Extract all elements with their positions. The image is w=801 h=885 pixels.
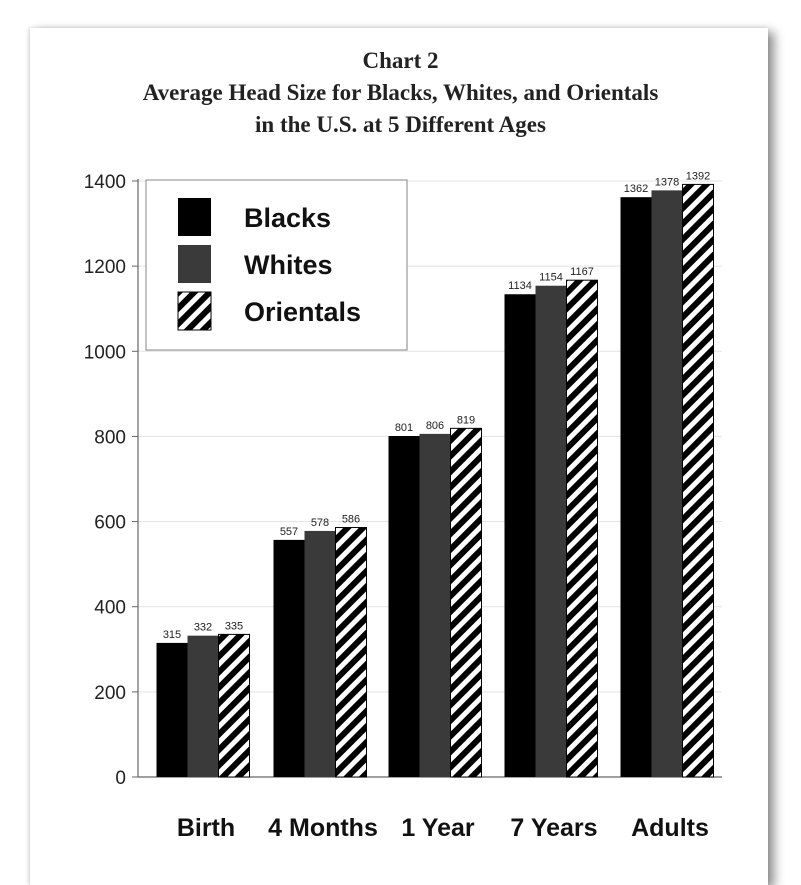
data-label: 1362 — [624, 183, 648, 195]
bar-blacks-1-year — [388, 436, 420, 777]
chart-title-line-1: Chart 2 — [362, 48, 439, 73]
bar-blacks-birth — [156, 642, 188, 777]
data-label: 1167 — [570, 266, 594, 278]
y-tick-label: 1000 — [84, 342, 126, 363]
y-tick-label: 1200 — [84, 257, 126, 278]
legend: Blacks Whites Orientals — [145, 179, 408, 351]
y-tick-label: 400 — [94, 598, 126, 619]
data-label: 806 — [426, 420, 444, 432]
x-tick-label: 7 Years — [510, 814, 597, 842]
data-label: 557 — [280, 526, 298, 538]
data-labels: 315 332 335 557 578 586 801 806 819 1134 1154 1167 1… — [163, 170, 710, 640]
legend-swatch-whites — [178, 245, 211, 283]
x-tick-label: Birth — [177, 814, 235, 842]
bar-whites-4-months — [304, 530, 336, 777]
x-tick-label: 1 Year — [401, 814, 475, 842]
data-label: 801 — [395, 422, 413, 434]
data-label: 1134 — [508, 280, 532, 292]
bar-whites-adults — [651, 190, 683, 777]
y-tick-label: 600 — [94, 513, 126, 534]
bar-blacks-7-years — [504, 294, 536, 777]
data-label: 586 — [342, 514, 360, 526]
bar-orientals-4-months — [335, 527, 367, 778]
x-tick-label: 4 Months — [268, 814, 378, 842]
chart-title-line-3: in the U.S. at 5 Different Ages — [255, 112, 546, 137]
legend-swatch-orientals — [177, 291, 212, 331]
bar-orientals-adults — [682, 183, 714, 778]
data-label: 332 — [194, 622, 212, 634]
bar-whites-1-year — [419, 433, 451, 777]
x-tick-label: Adults — [631, 814, 709, 842]
y-tick-label: 200 — [94, 683, 126, 704]
data-label: 335 — [225, 620, 243, 632]
data-label: 315 — [163, 629, 181, 641]
legend-swatch-blacks — [178, 198, 211, 236]
bar-whites-birth — [187, 635, 219, 777]
y-tick-label: 0 — [115, 768, 126, 789]
data-label: 819 — [457, 414, 475, 426]
data-label: 1392 — [686, 170, 710, 182]
bar-orientals-birth — [218, 633, 250, 778]
data-label: 578 — [311, 517, 329, 529]
chart-title-line-2: Average Head Size for Blacks, Whites, an… — [142, 80, 659, 105]
bar-orientals-7-years — [566, 279, 598, 778]
bar-whites-7-years — [535, 285, 567, 777]
bar-blacks-adults — [620, 197, 652, 778]
legend-label-orientals: Orientals — [244, 297, 361, 327]
data-label: 1378 — [655, 176, 679, 188]
y-tick-label: 800 — [94, 427, 126, 448]
y-tick-label: 1400 — [84, 172, 126, 193]
bar-orientals-1-year — [450, 427, 482, 778]
data-label: 1154 — [539, 272, 563, 284]
bars — [156, 183, 714, 778]
legend-label-blacks: Blacks — [244, 203, 331, 233]
bar-blacks-4-months — [273, 539, 305, 777]
legend-label-whites: Whites — [244, 250, 333, 280]
